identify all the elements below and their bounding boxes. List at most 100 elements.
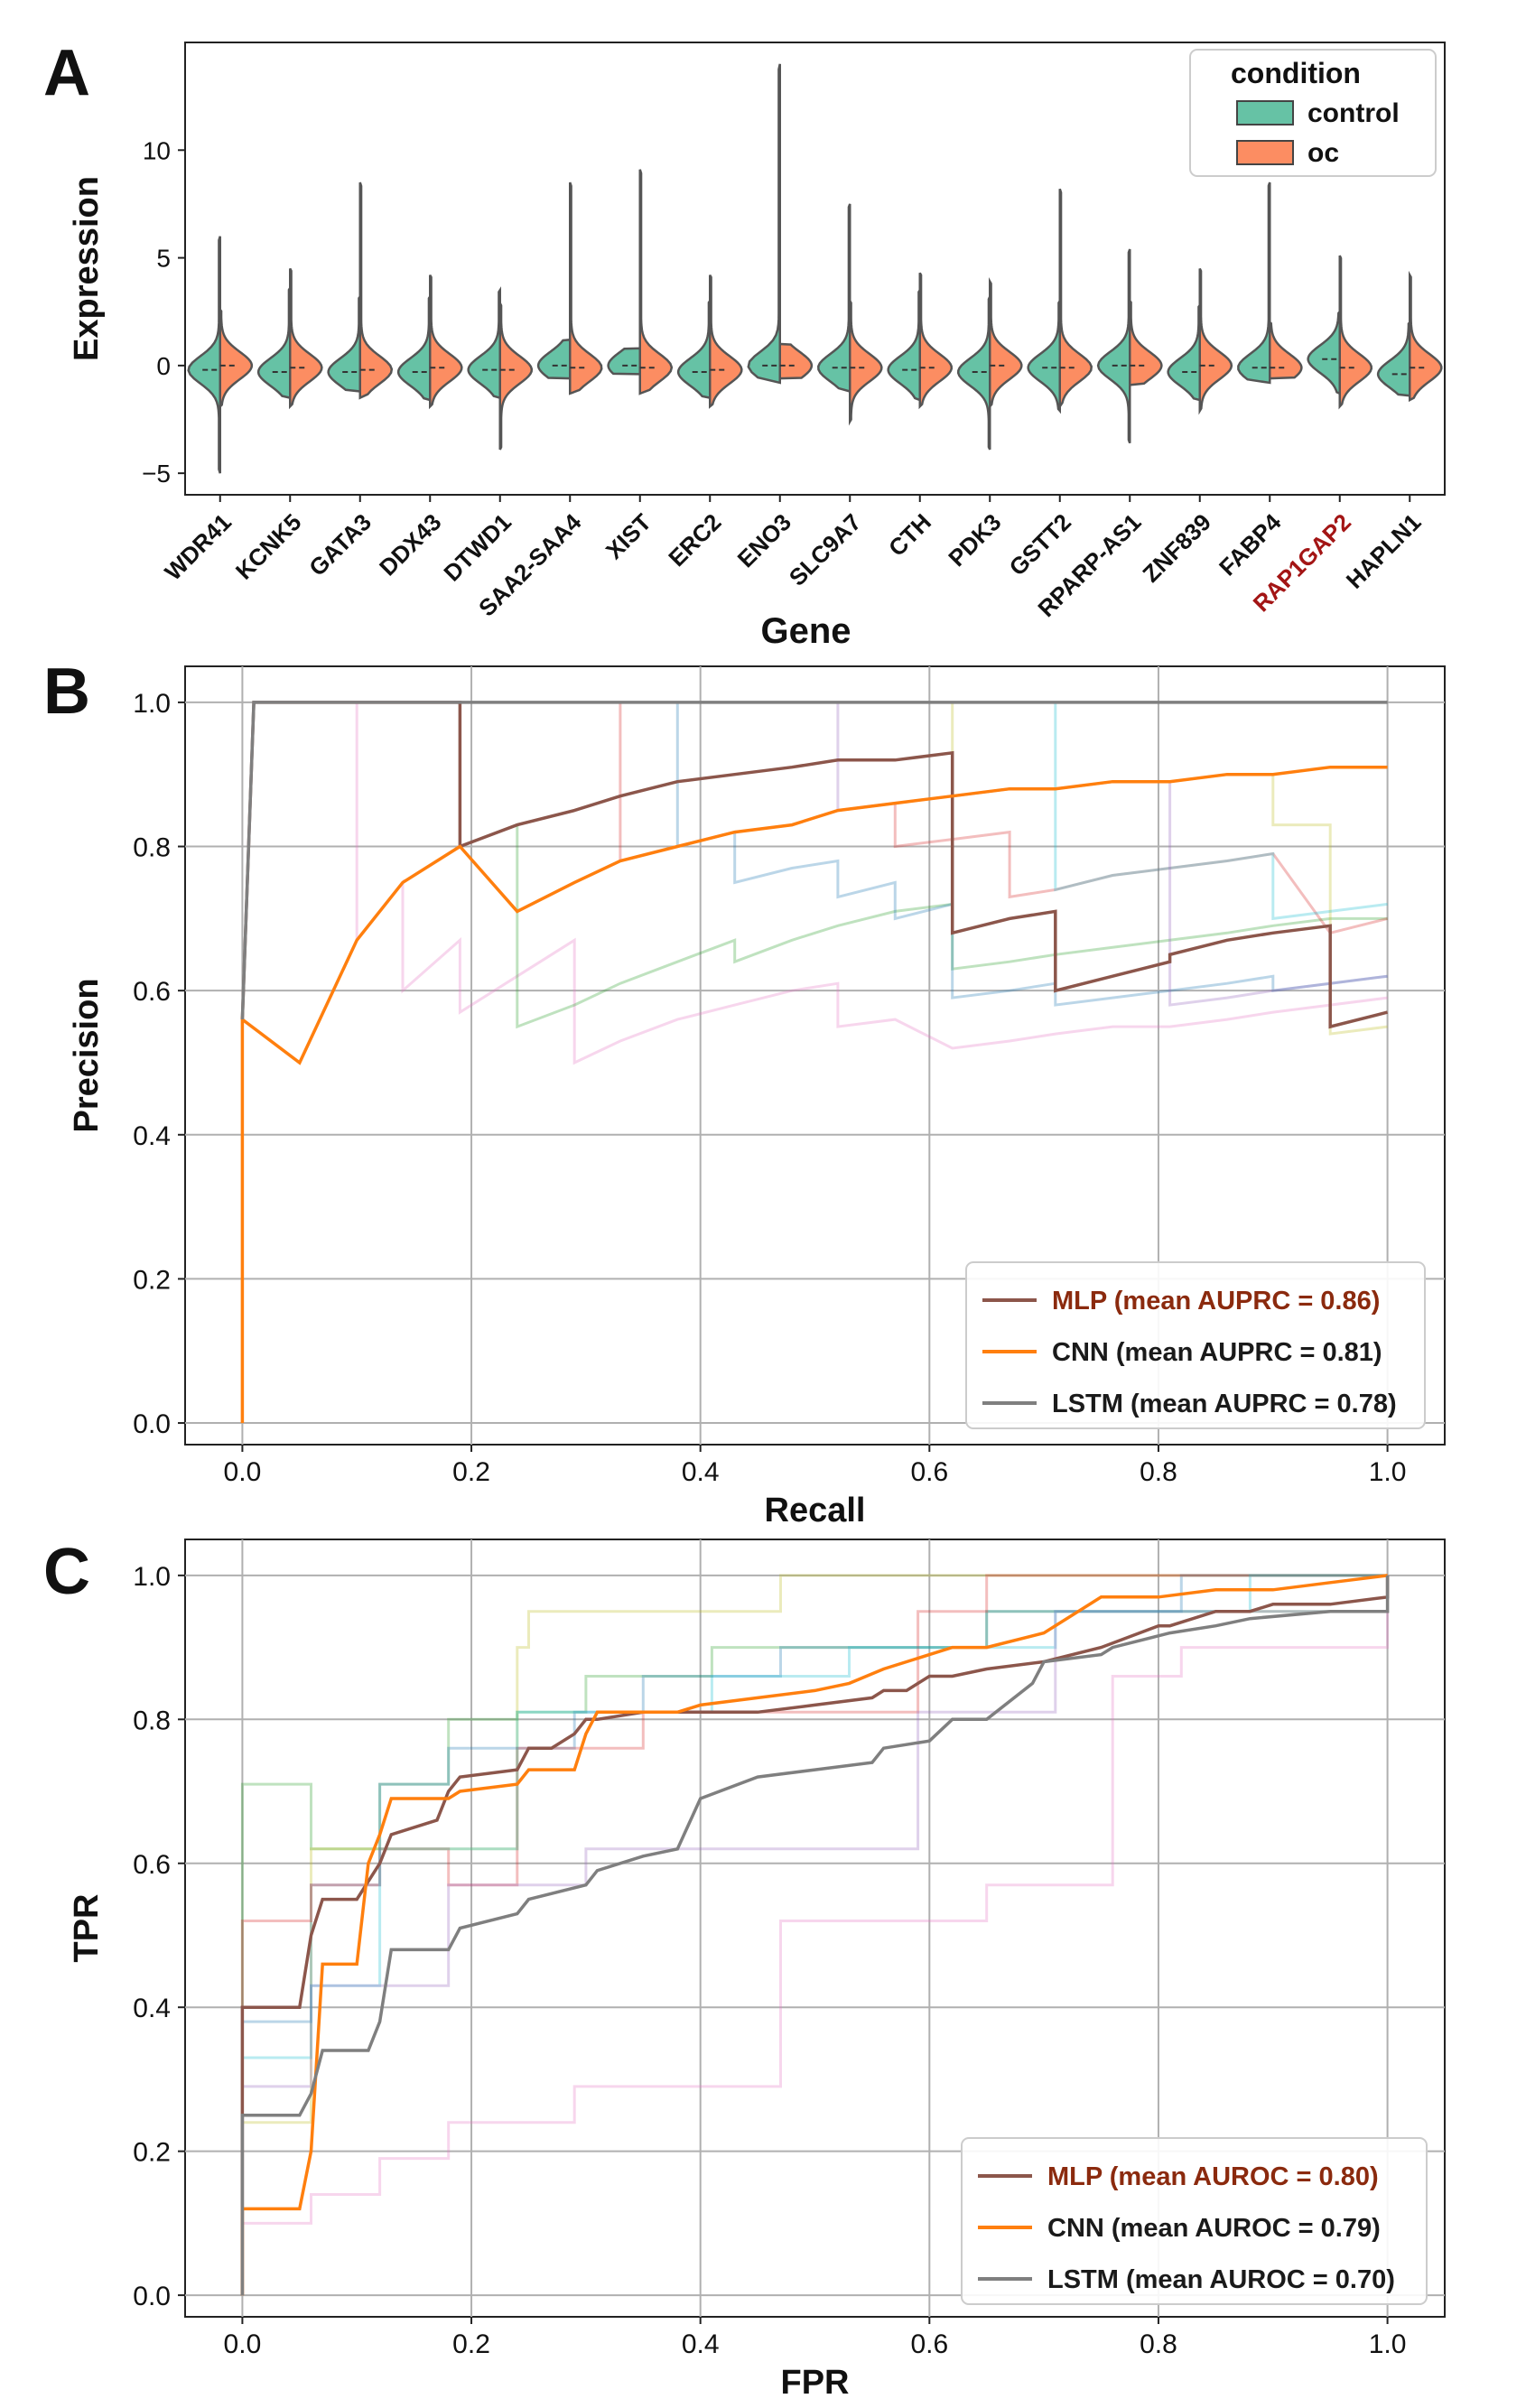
y-axis-label: Expression [68,176,106,361]
series-line [240,1574,1388,2296]
violin-oc [849,296,883,426]
x-tick-label: 0.6 [910,1457,948,1487]
x-tick-label: 0.0 [224,1457,262,1487]
x-tick-label: XIST [600,508,656,564]
fold-curve [240,1574,1388,2296]
violin-oc [709,274,743,409]
fold-curve [675,702,1388,1007]
violin-oc [918,272,954,410]
y-tick-label: 0.2 [133,1265,171,1295]
series-line [240,765,1388,1424]
y-tick-label: 0.0 [133,1409,171,1439]
x-tick-label: PDK3 [943,508,1006,572]
violin-control [956,295,991,451]
x-tick-label: ENO3 [732,508,796,572]
x-tick-label: CTH [883,508,936,562]
fold-curve [240,1574,1388,2296]
y-tick-label: 0.4 [133,1121,171,1151]
y-tick-label: 0.0 [133,2282,171,2311]
y-axis-label: Precision [68,978,106,1132]
x-tick-label: 0.4 [682,2329,720,2359]
violin-control [607,347,641,376]
legend-box [965,1261,1426,1429]
violin-control [256,284,292,400]
violin-control [1027,297,1061,414]
x-tick-label: 0.2 [452,1457,490,1487]
series-line [240,1575,1390,2296]
x-tick-label: ERC2 [663,508,726,572]
violin-oc [1198,267,1233,415]
violin-oc [569,181,603,395]
fold-curve [1054,702,1388,921]
violin-control [467,286,501,400]
violin-control [327,293,361,393]
legend: condition control oc [1189,49,1437,177]
violin-control [1096,248,1131,444]
legend-swatch [1236,100,1294,126]
legend-entry-label: CNN (mean AUPRC = 0.81) [1052,1338,1382,1367]
violin-oc [1129,297,1163,386]
x-tick-label: SLC9A7 [784,508,867,591]
plot-frame [184,42,1446,496]
legend: MLP (mean AUROC = 0.80) CNN (mean AUROC =… [961,2137,1428,2305]
legend-entry-label: MLP (mean AUPRC = 0.86) [1052,1287,1380,1316]
x-axis-label: Gene [760,611,851,651]
legend-entry-label: LSTM (mean AUROC = 0.70) [1047,2265,1395,2294]
y-tick-label: 0.2 [133,2138,171,2168]
violin-control [817,203,851,394]
violin-oc [289,267,323,410]
roc-chart: 0.0 0.2 0.4 0.6 0.8 1.0 0.0 0.2 0.4 0.6 0.8 1.0 FPR T… [68,1539,1446,2402]
violin-control [887,286,921,402]
violin-oc [1269,320,1303,380]
violin-control [747,63,781,385]
violin-chart: −50510ExpressionWDR41KCNK5GATA3DDX43DTWD… [68,42,1446,651]
x-tick-label: 0.4 [682,1457,720,1487]
x-tick-label: 0.8 [1140,1457,1177,1487]
legend-title: condition [1231,57,1361,89]
fold-curve [240,1575,1390,2296]
x-tick-label: 0.6 [910,2329,948,2359]
violin-oc [1409,270,1443,403]
x-tick-label: DDX43 [374,508,446,581]
series-line [240,1575,1390,2296]
x-tick-label: 1.0 [1369,1457,1407,1487]
x-tick-label: WDR41 [159,508,237,586]
panel-label-a: A [43,37,90,109]
y-tick-label: 0 [156,352,171,380]
violin-oc [219,305,254,410]
y-tick-label: 0.6 [133,1850,171,1880]
x-axis-label: Recall [765,1492,866,1529]
y-tick-label: 0.4 [133,1994,171,2023]
y-axis-label: TPR [68,1894,106,1963]
panel-label-c: C [43,1536,90,1608]
violin-control [1237,181,1271,385]
precision-recall-chart: 0.0 0.2 0.4 0.6 0.8 1.0 0.0 0.2 0.4 0.6 0.8 1.0 Reca… [68,665,1446,1529]
violin-oc [989,277,1023,410]
violin-oc [1338,255,1373,410]
violin-oc [498,302,534,451]
legend-entry-label: CNN (mean AUROC = 0.79) [1047,2214,1381,2243]
violin-oc [429,274,463,410]
violin-oc [1058,188,1093,411]
violin-control [536,338,572,380]
violin-control [396,293,432,402]
series-line [240,701,1389,1029]
x-tick-label: 1.0 [1369,2329,1407,2359]
legend-entry-label: control [1307,98,1400,128]
violin-control [1307,309,1341,395]
y-tick-label: 10 [143,136,171,164]
y-tick-label: 5 [156,245,171,273]
legend-box [961,2137,1428,2305]
x-axis-label: FPR [781,2364,850,2402]
x-tick-label: GATA3 [303,508,377,581]
x-tick-label: 0.0 [224,2329,262,2359]
fold-curve [240,1574,1388,2296]
violin-control [1376,320,1411,397]
violin-control [1167,302,1201,402]
x-tick-label: ZNF839 [1137,508,1216,588]
fold-curve [458,702,1388,1029]
violin-oc [778,342,814,380]
y-tick-label: 1.0 [133,689,171,719]
x-tick-label: 0.2 [452,2329,490,2359]
